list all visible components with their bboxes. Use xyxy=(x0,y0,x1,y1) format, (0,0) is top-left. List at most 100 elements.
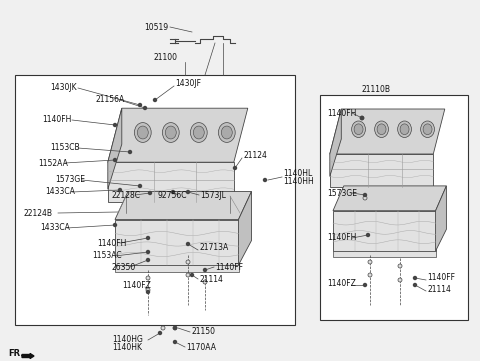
Circle shape xyxy=(171,191,175,193)
Text: 1140HK: 1140HK xyxy=(112,344,142,352)
Ellipse shape xyxy=(162,123,179,142)
Circle shape xyxy=(161,326,165,330)
Circle shape xyxy=(139,184,142,187)
Circle shape xyxy=(398,264,402,268)
Circle shape xyxy=(363,196,367,200)
Circle shape xyxy=(186,260,190,264)
Polygon shape xyxy=(108,108,248,162)
Circle shape xyxy=(187,243,190,245)
Text: 21150: 21150 xyxy=(192,327,216,336)
Circle shape xyxy=(146,276,150,280)
Text: 10519: 10519 xyxy=(144,22,168,31)
Text: 1140HG: 1140HG xyxy=(112,335,143,344)
Ellipse shape xyxy=(137,126,148,139)
Circle shape xyxy=(367,234,370,236)
Ellipse shape xyxy=(400,124,409,135)
Ellipse shape xyxy=(352,121,365,138)
Polygon shape xyxy=(330,154,433,187)
Polygon shape xyxy=(115,265,239,272)
Polygon shape xyxy=(239,191,252,265)
Circle shape xyxy=(186,273,190,277)
Text: 92756C: 92756C xyxy=(158,191,188,200)
Text: 22128C: 22128C xyxy=(112,191,141,200)
Circle shape xyxy=(360,117,363,119)
Bar xyxy=(320,95,468,320)
Circle shape xyxy=(148,191,152,195)
Circle shape xyxy=(173,326,177,330)
Circle shape xyxy=(146,251,149,253)
Polygon shape xyxy=(108,108,122,189)
Polygon shape xyxy=(333,251,436,257)
Circle shape xyxy=(203,280,207,284)
Text: 1140FZ: 1140FZ xyxy=(327,278,356,287)
Ellipse shape xyxy=(377,124,386,135)
Text: 21114: 21114 xyxy=(200,274,224,283)
Text: 21156A: 21156A xyxy=(95,96,124,104)
Text: 1430JF: 1430JF xyxy=(175,78,201,87)
Circle shape xyxy=(146,291,149,293)
Circle shape xyxy=(154,99,156,101)
Text: 26350: 26350 xyxy=(112,262,136,271)
Circle shape xyxy=(368,260,372,264)
Ellipse shape xyxy=(165,126,176,139)
Text: FR.: FR. xyxy=(8,348,24,357)
Ellipse shape xyxy=(375,121,388,138)
Circle shape xyxy=(146,258,149,261)
Text: 21713A: 21713A xyxy=(200,244,229,252)
Text: 1153AC: 1153AC xyxy=(92,252,121,261)
Polygon shape xyxy=(115,191,252,219)
Polygon shape xyxy=(108,162,234,202)
Ellipse shape xyxy=(218,123,235,142)
Text: 21124: 21124 xyxy=(243,151,267,160)
Polygon shape xyxy=(333,211,436,251)
Text: 1140FZ: 1140FZ xyxy=(122,280,151,290)
Circle shape xyxy=(360,116,364,120)
Circle shape xyxy=(187,191,190,193)
Circle shape xyxy=(113,158,117,161)
Ellipse shape xyxy=(354,124,363,135)
Ellipse shape xyxy=(397,121,411,138)
Text: 22124B: 22124B xyxy=(24,209,53,217)
Ellipse shape xyxy=(134,123,151,142)
FancyArrow shape xyxy=(22,353,34,358)
Text: 1170AA: 1170AA xyxy=(186,343,216,352)
Circle shape xyxy=(146,236,149,239)
Polygon shape xyxy=(330,109,341,177)
Circle shape xyxy=(173,340,177,344)
Ellipse shape xyxy=(420,121,434,138)
Circle shape xyxy=(158,331,161,335)
Circle shape xyxy=(113,123,117,126)
Circle shape xyxy=(146,288,150,292)
Ellipse shape xyxy=(423,124,432,135)
Text: 1140HH: 1140HH xyxy=(283,177,314,186)
Text: 1140FH: 1140FH xyxy=(42,116,72,125)
Circle shape xyxy=(119,188,121,191)
Text: 1152AA: 1152AA xyxy=(38,158,68,168)
Circle shape xyxy=(129,151,132,153)
Circle shape xyxy=(144,106,146,109)
Circle shape xyxy=(139,104,142,106)
Text: 21110B: 21110B xyxy=(362,86,391,95)
Text: 1573GE: 1573GE xyxy=(55,175,85,184)
Text: 21100: 21100 xyxy=(153,53,177,62)
Ellipse shape xyxy=(191,123,207,142)
Circle shape xyxy=(368,273,372,277)
Text: 1140FF: 1140FF xyxy=(427,274,455,283)
Circle shape xyxy=(191,274,193,277)
Circle shape xyxy=(113,223,117,226)
Ellipse shape xyxy=(221,126,232,139)
Text: 1153CB: 1153CB xyxy=(50,144,80,152)
Bar xyxy=(15,75,295,325)
Text: 1573JL: 1573JL xyxy=(200,191,226,200)
Text: 1140FH: 1140FH xyxy=(327,234,356,243)
Circle shape xyxy=(413,283,417,287)
Circle shape xyxy=(233,166,237,170)
Circle shape xyxy=(264,178,266,182)
Circle shape xyxy=(173,326,177,330)
Text: 1140FH: 1140FH xyxy=(97,239,126,248)
Polygon shape xyxy=(333,186,446,211)
Text: 1140FH: 1140FH xyxy=(327,109,356,117)
Text: 1430JK: 1430JK xyxy=(50,83,77,92)
Circle shape xyxy=(363,193,367,196)
Text: 21114: 21114 xyxy=(427,284,451,293)
